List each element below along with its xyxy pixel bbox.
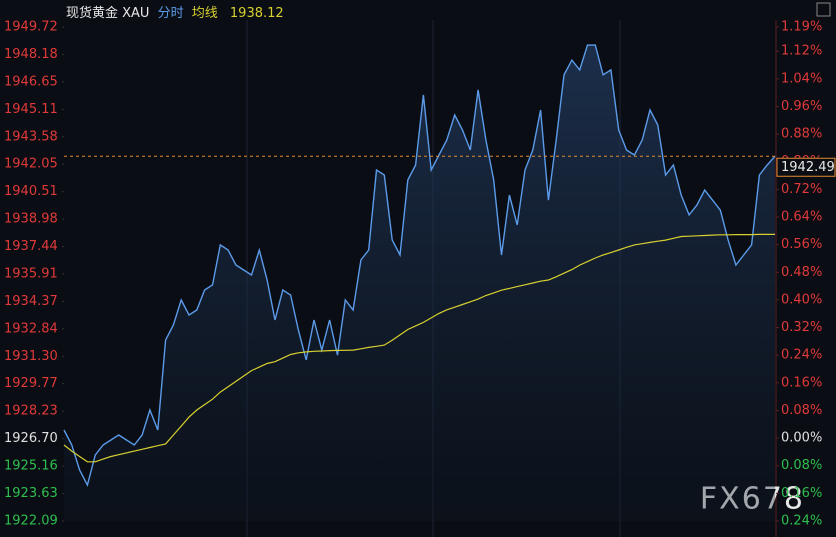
price-line [63, 44, 776, 488]
y2-tick-label: 0.24% [781, 348, 822, 363]
y-tick-label: 1922.09 [4, 514, 58, 529]
y-tick-label: 1928.23 [4, 404, 58, 419]
y2-tick-label: 0.48% [781, 265, 822, 280]
y-tick-label: 1929.77 [4, 376, 58, 391]
y2-tick-label: 0.16% [781, 375, 822, 390]
y2-tick-label: 1.04% [781, 71, 822, 86]
y2-tick-label: 0.96% [781, 99, 822, 114]
last-price-label: 1942.49 [781, 160, 835, 175]
title: 现货黄金 XAU [66, 5, 149, 21]
y2-tick-label: 0.72% [781, 182, 822, 197]
y-tick-label: 1925.16 [4, 459, 58, 474]
y-tick-label: 1945.11 [4, 102, 58, 117]
y-tick-label: 1934.37 [4, 294, 58, 309]
y-tick-label: 1938.98 [4, 212, 58, 227]
area [64, 45, 775, 521]
y-tick-label: 1942.05 [4, 157, 58, 172]
y2-tick-label: 1.19% [781, 20, 822, 35]
mode-label: 分时 [158, 6, 184, 21]
y-tick-label: 1935.91 [4, 266, 58, 281]
y2-tick-label: 0.08% [781, 458, 822, 473]
y-tick-label: 1932.84 [4, 321, 58, 336]
y-tick-label: 1926.70 [4, 431, 58, 446]
y2-tick-label: 0.24% [781, 514, 822, 529]
y-tick-label: 1948.18 [4, 47, 58, 62]
y-tick-label: 1943.58 [4, 129, 58, 144]
y2-tick-label: 1.12% [781, 44, 822, 59]
last-price-box [776, 157, 836, 177]
y2-tick-label: 0.56% [781, 237, 822, 252]
y-tick-label: 1940.51 [4, 184, 58, 199]
y2-tick-label: 0.64% [781, 210, 822, 225]
ma-line [63, 233, 775, 463]
y-tick-label: 1923.63 [4, 486, 58, 501]
y2-tick-label: 0.40% [781, 292, 822, 307]
y-tick-label: 1937.44 [4, 239, 58, 254]
window-icon[interactable] [816, 2, 831, 17]
y2-tick-label: 0.00% [781, 431, 822, 446]
ma-label: 均线 [192, 6, 218, 21]
y-tick-label: 1946.65 [4, 74, 58, 89]
y2-tick-label: 0.08% [781, 403, 822, 418]
y-tick-label: 1949.72 [4, 20, 58, 35]
ma-value: 1938.12 [230, 6, 284, 21]
y2-tick-label: 0.16% [781, 486, 822, 501]
header: 现货黄金 XAU 分时 均线 1938.12 [66, 5, 284, 21]
y2-tick-label: 0.32% [781, 320, 822, 335]
y-tick-label: 1931.30 [4, 349, 58, 364]
y2-tick-label: 0.88% [781, 127, 822, 142]
